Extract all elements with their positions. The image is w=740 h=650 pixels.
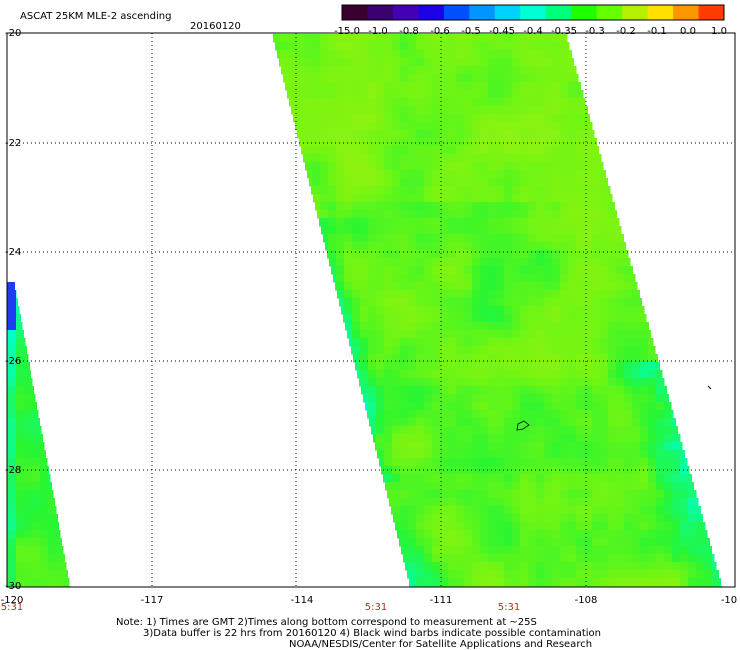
time-label: 5:31 — [1, 602, 23, 613]
colorbar-label: -1.0 — [368, 26, 388, 37]
time-label: 5:31 — [365, 602, 387, 613]
colorbar-swatch — [367, 5, 394, 20]
colorbar-swatch — [494, 5, 521, 20]
time-label: 5:31 — [498, 602, 520, 613]
colorbar-swatch — [622, 5, 649, 20]
latitude-label: -22 — [5, 138, 21, 149]
longitude-label: -120 — [1, 595, 24, 606]
colorbar-label: -0.3 — [585, 26, 605, 37]
colorbar-swatch — [545, 5, 572, 20]
latitude-label: -20 — [5, 28, 21, 39]
colorbar-label: -0.45 — [489, 26, 515, 37]
longitude-label: -114 — [291, 595, 314, 606]
note-line-2: 3)Data buffer is 22 hrs from 20160120 4)… — [143, 628, 601, 639]
note-line-1: Note: 1) Times are GMT 2)Times along bot… — [116, 617, 537, 628]
colorbar: -15.0 -1.0 -0.8 -0.6 -0.5 -0.45 -0.4 -0.35 -0.3-… — [334, 4, 727, 37]
colorbar-swatch — [443, 5, 470, 20]
latitude-label: -30 — [5, 581, 21, 592]
longitude-labels: -120 -117 -114 -111 -108 -10 — [1, 595, 738, 606]
colorbar-label: -0.8 — [399, 26, 419, 37]
colorbar-label: -0.4 — [523, 26, 543, 37]
island-outline — [516, 420, 530, 431]
longitude-label: -111 — [430, 595, 453, 606]
colorbar-swatch — [342, 5, 368, 20]
swath-left — [7, 282, 71, 588]
colorbar-swatch — [673, 5, 700, 20]
colorbar-swatch — [698, 5, 725, 20]
longitude-label: -10 — [721, 595, 737, 606]
gridlines — [7, 33, 735, 587]
data-swaths — [7, 34, 723, 588]
colorbar-swatch — [392, 5, 419, 20]
colorbar-swatch — [469, 5, 496, 20]
longitude-label: -108 — [575, 595, 598, 606]
latitude-label: -26 — [5, 356, 21, 367]
latitude-label: -28 — [5, 465, 21, 476]
colorbar-label: 0.0 — [680, 26, 696, 37]
colorbar-label: -0.2 — [616, 26, 636, 37]
colorbar-label: 1.0 — [711, 26, 727, 37]
plot-frame — [6, 32, 736, 588]
colorbar-label: -0.5 — [461, 26, 481, 37]
colorbar-swatch — [571, 5, 598, 20]
colorbar-label: -0.6 — [430, 26, 450, 37]
map-title: ASCAT 25KM MLE-2 ascending — [20, 11, 171, 22]
colorbar-swatch — [520, 5, 547, 20]
colorbar-swatch — [596, 5, 623, 20]
wind-barb — [707, 385, 712, 390]
map-date: 20160120 — [190, 21, 241, 32]
time-labels: 5:31 5:31 5:31 — [1, 602, 520, 613]
colorbar-swatch — [647, 5, 674, 20]
latitude-label: -24 — [5, 247, 21, 258]
longitude-label: -117 — [141, 595, 164, 606]
colorbar-label: -15.0 — [334, 26, 360, 37]
colorbar-border — [341, 4, 725, 21]
latitude-labels: -20 -22 -24 -26 -28 -30 — [5, 28, 21, 592]
note-line-3: NOAA/NESDIS/Center for Satellite Applica… — [289, 639, 593, 650]
colorbar-label: -0.35 — [551, 26, 577, 37]
colorbar-label: -0.1 — [647, 26, 667, 37]
colorbar-swatch — [418, 5, 445, 20]
swath-main — [273, 34, 723, 588]
